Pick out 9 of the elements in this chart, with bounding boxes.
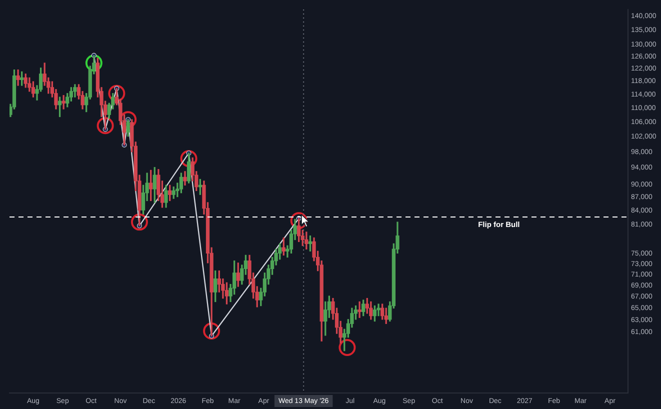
point <box>180 150 198 168</box>
point <box>338 339 356 356</box>
point <box>96 117 114 134</box>
point <box>130 214 148 231</box>
point <box>85 54 102 72</box>
point <box>108 84 126 102</box>
point <box>203 322 220 340</box>
point <box>290 212 308 230</box>
point <box>120 111 137 128</box>
